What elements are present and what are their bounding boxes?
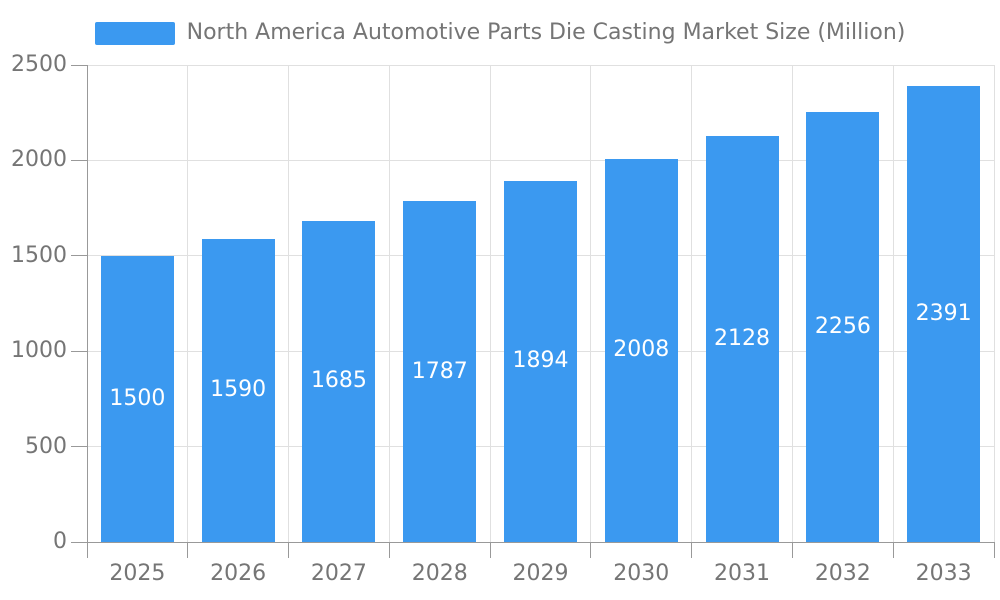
x-axis-tick xyxy=(691,542,693,558)
x-gridline xyxy=(288,65,290,542)
bar[interactable] xyxy=(806,111,880,542)
x-gridline xyxy=(388,65,390,542)
legend[interactable]: North America Automotive Parts Die Casti… xyxy=(0,16,1000,50)
bar[interactable] xyxy=(100,255,174,542)
y-gridline xyxy=(87,64,994,66)
x-axis-label: 2028 xyxy=(411,561,468,586)
y-axis-tick xyxy=(71,64,87,66)
bar-value-label: 2256 xyxy=(814,313,871,339)
bar-value-label: 2008 xyxy=(613,337,670,363)
y-axis-tick xyxy=(71,255,87,257)
x-axis-tick xyxy=(288,542,290,558)
x-axis-tick xyxy=(791,542,793,558)
y-gridline xyxy=(87,159,994,161)
legend-label: North America Automotive Parts Die Casti… xyxy=(186,20,906,45)
x-axis-line xyxy=(86,541,994,543)
x-gridline xyxy=(590,65,592,542)
x-gridline xyxy=(691,65,693,542)
y-axis-label: 2000 xyxy=(11,147,67,173)
bar[interactable] xyxy=(907,85,981,542)
bar-value-label: 1894 xyxy=(512,348,569,374)
legend-swatch-icon xyxy=(94,21,175,45)
bar[interactable] xyxy=(705,135,779,542)
y-axis-label: 0 xyxy=(53,529,67,554)
x-axis-label: 2029 xyxy=(512,561,569,586)
y-axis-label: 1000 xyxy=(11,338,67,364)
y-axis-tick xyxy=(71,446,87,448)
bar-value-label: 1590 xyxy=(210,377,267,403)
y-axis-label: 500 xyxy=(25,433,67,459)
x-axis-tick xyxy=(590,542,592,558)
y-axis-tick xyxy=(71,350,87,352)
y-axis-label: 1500 xyxy=(11,242,67,268)
x-axis-label: 2025 xyxy=(109,561,166,586)
bar-value-label: 1685 xyxy=(310,368,367,394)
x-axis-label: 2027 xyxy=(310,561,367,586)
x-gridline xyxy=(993,65,995,542)
bar-value-label: 2391 xyxy=(915,300,972,326)
y-axis-label: 2500 xyxy=(11,52,67,77)
y-axis-tick xyxy=(71,159,87,161)
bar-value-label: 2128 xyxy=(714,325,771,351)
x-gridline xyxy=(791,65,793,542)
x-axis-label: 2031 xyxy=(714,561,771,586)
bar[interactable] xyxy=(403,201,477,542)
bar[interactable] xyxy=(201,238,275,542)
bar[interactable] xyxy=(302,220,376,542)
x-axis-label: 2032 xyxy=(814,561,871,586)
x-axis-tick xyxy=(892,542,894,558)
bar-value-label: 1500 xyxy=(109,385,166,411)
y-axis-line xyxy=(86,65,88,542)
x-gridline xyxy=(892,65,894,542)
x-axis-tick xyxy=(388,542,390,558)
x-axis-label: 2030 xyxy=(613,561,670,586)
x-axis-tick xyxy=(187,542,189,558)
x-gridline xyxy=(489,65,491,542)
bar[interactable] xyxy=(604,158,678,542)
x-axis-tick xyxy=(489,542,491,558)
bar-value-label: 1787 xyxy=(411,358,468,384)
x-axis-tick xyxy=(993,542,995,558)
x-axis-label: 2026 xyxy=(210,561,267,586)
x-gridline xyxy=(187,65,189,542)
bar[interactable] xyxy=(504,180,577,542)
y-axis-tick xyxy=(71,541,87,543)
x-axis-label: 2033 xyxy=(915,561,972,586)
x-axis-tick xyxy=(86,542,88,558)
